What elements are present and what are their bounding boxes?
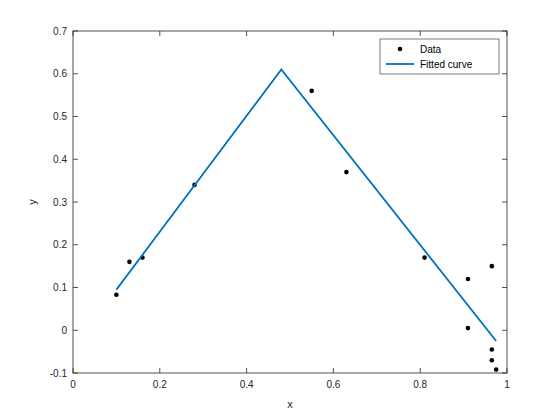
axes-frame <box>73 31 507 373</box>
legend-label: Data <box>420 44 442 55</box>
legend-label: Fitted curve <box>420 59 473 70</box>
y-tick <box>502 287 507 288</box>
y-tick <box>502 73 507 74</box>
data-point <box>490 358 495 363</box>
y-tick <box>73 330 78 331</box>
y-tick <box>73 287 78 288</box>
y-tick <box>73 159 78 160</box>
x-tick-label: 0.6 <box>326 379 340 390</box>
legend-swatch <box>386 63 414 65</box>
x-tick <box>333 31 334 36</box>
x-tick-label: 0 <box>70 379 76 390</box>
data-point <box>466 326 471 331</box>
x-tick <box>159 31 160 36</box>
y-tick <box>73 31 78 32</box>
x-tick-label: 0.4 <box>240 379 254 390</box>
x-tick <box>507 368 508 373</box>
data-point <box>422 255 427 260</box>
legend: Data Fitted curve <box>380 39 499 74</box>
y-tick <box>502 244 507 245</box>
x-tick <box>73 368 74 373</box>
data-point <box>344 170 349 175</box>
y-tick-label: -0.1 <box>50 368 68 379</box>
legend-swatch <box>398 47 403 52</box>
x-tick <box>246 368 247 373</box>
y-tick-label: 0.6 <box>53 68 67 79</box>
x-tick-label: 0.8 <box>413 379 427 390</box>
y-tick <box>502 159 507 160</box>
y-tick <box>73 116 78 117</box>
y-tick-label: 0.4 <box>53 154 67 165</box>
x-axis-label: x <box>287 398 293 410</box>
y-tick-label: 0.3 <box>53 197 67 208</box>
y-tick <box>502 202 507 203</box>
data-point <box>490 264 495 269</box>
legend-box <box>380 39 499 74</box>
data-group <box>114 69 498 371</box>
y-tick <box>502 31 507 32</box>
y-tick-label: 0.2 <box>53 239 67 250</box>
x-tick <box>333 368 334 373</box>
y-tick <box>502 116 507 117</box>
x-tick-label: 0.2 <box>153 379 167 390</box>
y-tick <box>502 373 507 374</box>
x-tick <box>507 31 508 36</box>
y-tick <box>73 202 78 203</box>
x-tick <box>246 31 247 36</box>
y-tick <box>502 330 507 331</box>
data-point <box>127 260 132 265</box>
data-point <box>494 367 499 372</box>
data-point <box>490 347 495 352</box>
y-tick-label: 0.5 <box>53 111 67 122</box>
x-tick <box>159 368 160 373</box>
x-tick <box>73 31 74 36</box>
y-tick <box>73 244 78 245</box>
y-tick-label: 0.1 <box>53 282 67 293</box>
chart: 00.20.40.60.81-0.100.10.20.30.40.50.60.7… <box>0 0 560 420</box>
data-point <box>114 292 119 297</box>
y-tick-label: 0.7 <box>53 26 67 37</box>
plot-area <box>73 31 507 373</box>
data-point <box>309 89 314 94</box>
y-tick <box>73 73 78 74</box>
x-tick <box>420 31 421 36</box>
x-tick-label: 1 <box>504 379 510 390</box>
fitted-line <box>116 69 496 340</box>
background <box>0 0 560 420</box>
y-tick <box>73 373 78 374</box>
y-tick-label: 0 <box>61 325 67 336</box>
data-point <box>466 277 471 282</box>
x-tick <box>420 368 421 373</box>
y-axis-label: y <box>26 199 38 205</box>
